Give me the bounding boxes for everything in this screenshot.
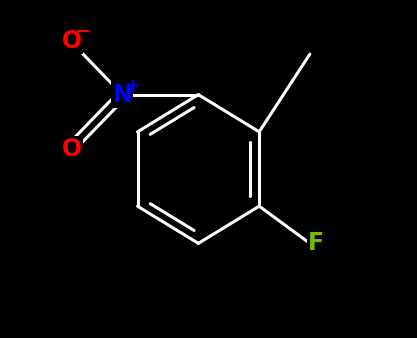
Text: O: O [62,137,82,161]
Text: −: − [75,22,91,41]
Text: O: O [62,28,82,53]
Text: N: N [113,82,132,107]
Text: +: + [124,77,139,95]
Text: F: F [308,231,324,256]
